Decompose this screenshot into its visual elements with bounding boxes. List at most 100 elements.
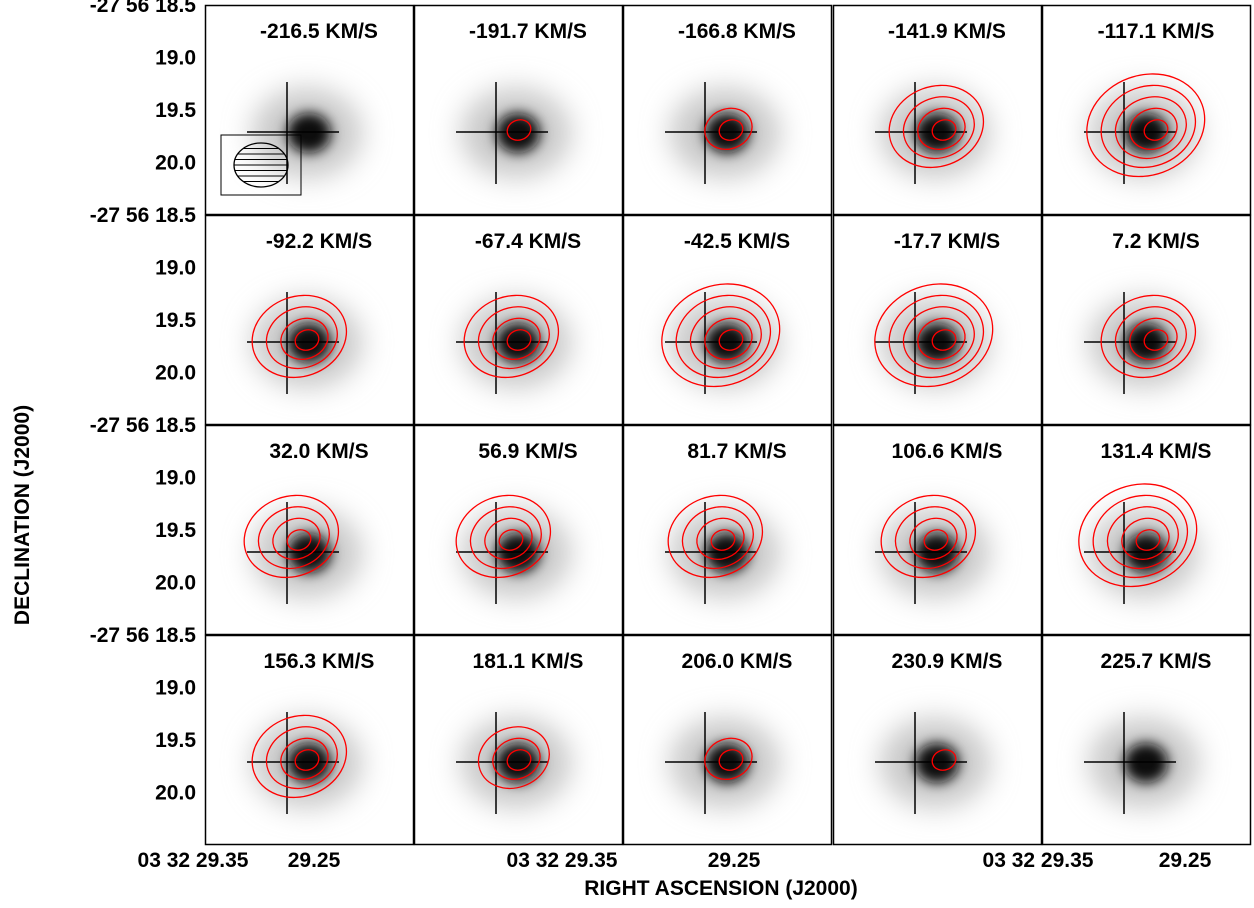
y-tick-label: 20.0 [155,572,196,595]
panel-frame [204,424,415,636]
velocity-label: -42.5 KM/S [684,230,790,253]
x-tick-label: 29.25 [288,849,341,872]
contour-line [477,306,550,370]
continuum-core [287,323,331,363]
contour-line [675,294,772,379]
y-tick-label: -27 56 18.5 [90,0,197,17]
channel-panel: -191.7 KM/S [413,4,624,216]
x-tick-label: 29.25 [1159,849,1212,872]
contour-line [880,494,977,579]
panel-frame [1041,4,1252,216]
continuum-core [915,743,959,783]
channel-panel: -166.8 KM/S [622,4,833,216]
beam-box [220,134,302,196]
channel-panel: 181.1 KM/S [413,634,624,846]
continuum-core [496,113,540,153]
panel-frame [832,214,1043,426]
contour-line [710,529,736,551]
panel-frame [413,634,624,846]
channel-panel: 32.0 KM/S [204,424,415,636]
contour-line [667,494,764,579]
channel-panel: 230.9 KM/S [832,634,1043,846]
x-axis-label: RIGHT ASCENSION (J2000) [584,877,857,900]
contour-line [265,306,338,370]
contour-line [902,306,975,370]
contour-line [704,107,753,150]
contour-line [1078,483,1198,588]
channel-panel: -141.9 KM/S [832,4,1043,216]
contour-line [931,329,957,351]
contour-line [718,329,744,351]
contour-line [1086,73,1206,178]
contour-line [1100,294,1197,379]
panel-frame [622,634,833,846]
velocity-label: 106.6 KM/S [892,440,1003,463]
contour-line [931,749,957,771]
panel-frame [204,634,415,846]
velocity-label: 206.0 KM/S [682,650,793,673]
y-tick-label: 20.0 [155,152,196,175]
panel-frame [832,424,1043,636]
channel-panel: -67.4 KM/S [413,214,624,426]
contour-line [1100,84,1197,169]
panel-frame [622,424,833,636]
contour-line [661,283,781,388]
contour-line [463,294,560,379]
channel-panel: -42.5 KM/S [622,214,833,426]
contour-line [492,737,541,780]
contour-line [251,714,348,799]
contour-line [1114,306,1187,370]
velocity-label: -117.1 KM/S [1098,20,1215,43]
velocity-label: -191.7 KM/S [469,20,587,43]
contour-line [506,749,532,771]
x-tick-labels: 03 32 29.35 29.25 03 32 29.35 29.25 03 32 29… [138,849,1212,872]
contour-line [1121,517,1170,560]
x-tick-label: 03 32 29.35 [983,849,1094,872]
channel-panel: -117.1 KM/S [1041,4,1252,216]
x-tick-label: 03 32 29.35 [507,849,618,872]
y-tick-label: 19.5 [155,309,196,332]
contour-line [1106,506,1179,570]
velocity-label: 32.0 KM/S [269,440,368,463]
continuum-core [1124,533,1168,573]
velocity-label: 230.9 KM/S [892,650,1003,673]
y-tick-label: 19.0 [155,467,196,490]
velocity-label: 7.2 KM/S [1112,230,1200,253]
y-tick-label: -27 56 18.5 [90,624,197,647]
continuum-core [287,743,331,783]
velocity-label: -17.7 KM/S [894,230,1000,253]
contour-line [874,283,994,388]
contour-line [923,529,949,551]
contour-line [455,494,552,579]
panel-frame [413,214,624,426]
contour-line [1143,119,1169,141]
contour-line [917,107,966,150]
channel-panel: 106.6 KM/S [832,424,1043,636]
contour-line [257,506,330,570]
contour-line [265,726,338,790]
panel-frame [413,4,624,216]
panel-frame [204,4,415,216]
panel-frame [204,214,415,426]
continuum-core [705,113,749,153]
contour-line [888,294,985,379]
contour-line [704,737,753,780]
y-tick-label: 19.5 [155,99,196,122]
velocity-label: -141.9 KM/S [888,20,1006,43]
velocity-label: -216.5 KM/S [260,20,378,43]
velocity-label: -67.4 KM/S [475,230,581,253]
contour-line [1143,329,1169,351]
channel-panel: 131.4 KM/S [1041,424,1252,636]
y-tick-labels: -27 56 18.5 19.0 19.5 20.0 -27 56 18.5 19.0 19… [90,0,197,805]
contour-line [1129,317,1178,360]
y-tick-label: -27 56 18.5 [90,204,197,227]
contour-line [1092,494,1189,579]
channel-panel: 7.2 KM/S [1041,214,1252,426]
continuum-core [705,323,749,363]
channel-panel: -17.7 KM/S [832,214,1043,426]
channel-panel: -92.2 KM/S [204,214,415,426]
contour-line [286,529,312,551]
contour-line [689,306,762,370]
continuum-core [287,533,331,573]
y-axis-label: DECLINATION (J2000) [11,405,34,625]
